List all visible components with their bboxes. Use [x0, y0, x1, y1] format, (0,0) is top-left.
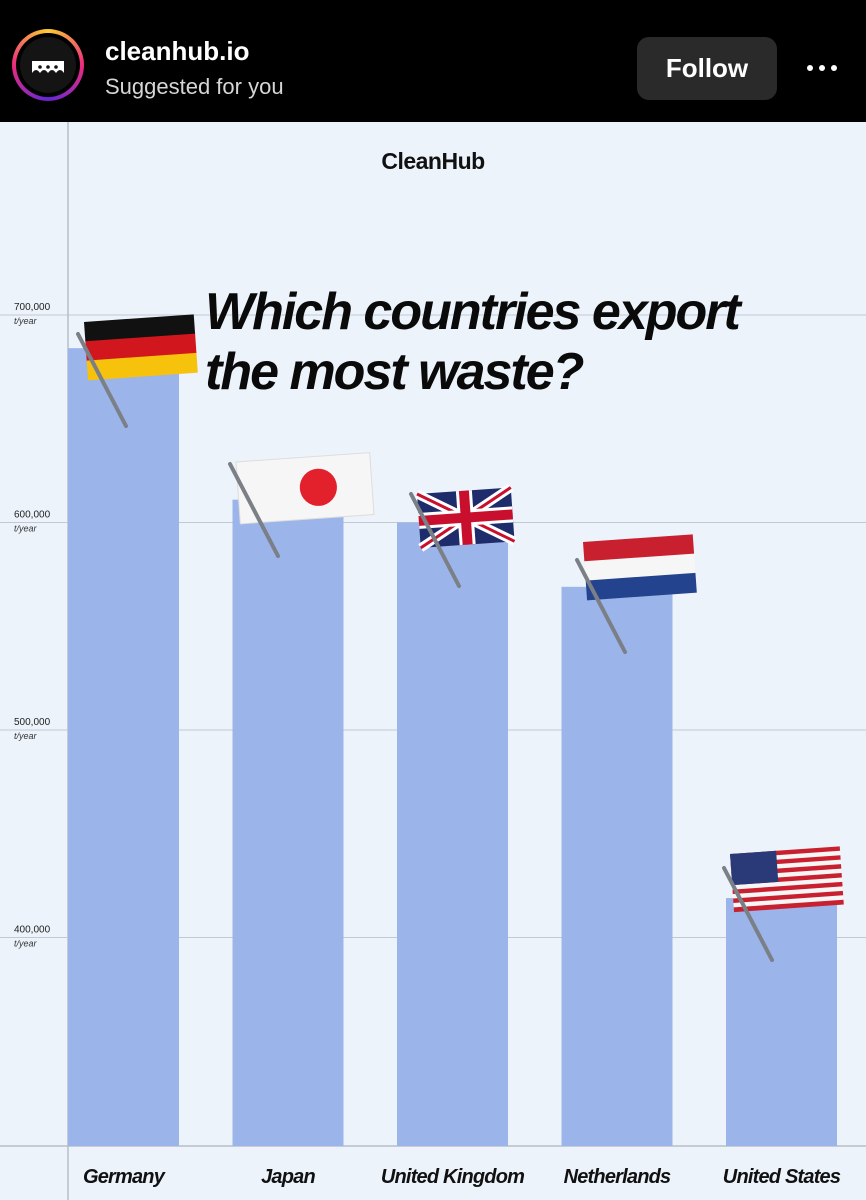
brand-logo: CleanHub — [381, 148, 485, 174]
bar-united-states — [726, 898, 837, 1146]
headline-line-2: the most waste? — [205, 343, 584, 401]
germany-flag-icon — [84, 314, 198, 381]
headline-line-1: Which countries export — [205, 283, 741, 341]
flag-pole — [575, 558, 627, 654]
usa-flag-icon — [730, 846, 844, 913]
post-header: cleanhub.io Suggested for you Follow — [0, 0, 866, 122]
japan-flag-icon — [235, 452, 375, 525]
y-tick-label: 400,000 — [14, 925, 51, 936]
flag-pole — [228, 462, 280, 558]
x-tick-label: Netherlands — [564, 1166, 671, 1188]
suggested-label: Suggested for you — [105, 74, 284, 99]
avatar[interactable] — [12, 29, 84, 101]
follow-button[interactable]: Follow — [637, 37, 777, 100]
netherlands-flag-icon — [583, 534, 697, 601]
more-options-icon[interactable] — [797, 50, 847, 86]
bar-netherlands — [561, 586, 673, 1146]
x-tick-label: United States — [723, 1166, 841, 1188]
chart-headline: Which countries export the most waste? — [205, 282, 741, 402]
cleanhub-wave-logo-icon — [20, 37, 76, 93]
y-tick-label: 600,000 — [14, 510, 51, 521]
bar-united-kingdom — [397, 522, 508, 1146]
uk-flag-icon — [415, 483, 517, 552]
bar-japan — [232, 499, 344, 1146]
flag-pole — [722, 866, 774, 962]
x-tick-label: Germany — [83, 1166, 166, 1188]
flag-pole — [409, 492, 461, 588]
y-tick-label: 700,000 — [14, 302, 51, 313]
y-tick-label: 500,000 — [14, 717, 51, 728]
y-tick-unit: t/year — [14, 939, 38, 949]
y-tick-unit: t/year — [14, 524, 38, 534]
x-tick-label: United Kingdom — [381, 1166, 524, 1188]
post-image: 400,000 t/year 500,000 t/year 600,000 t/year 7… — [0, 122, 866, 1200]
x-tick-label: Japan — [261, 1166, 315, 1188]
y-tick-unit: t/year — [14, 731, 38, 741]
username[interactable]: cleanhub.io — [105, 36, 250, 66]
flag-pole — [76, 332, 128, 428]
bar-chart: 400,000 t/year 500,000 t/year 600,000 t/year 7… — [0, 122, 866, 1200]
bar-germany — [68, 348, 179, 1146]
y-tick-unit: t/year — [14, 316, 38, 326]
